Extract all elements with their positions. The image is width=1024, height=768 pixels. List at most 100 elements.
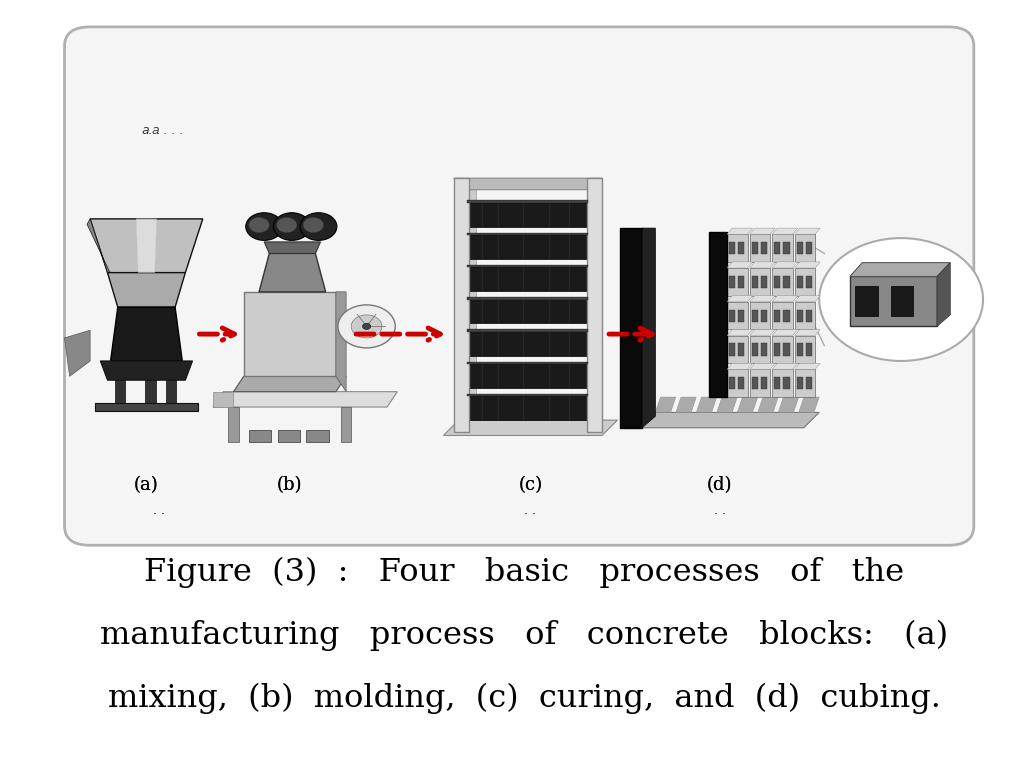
Polygon shape bbox=[454, 178, 602, 190]
Polygon shape bbox=[727, 296, 753, 302]
Polygon shape bbox=[87, 219, 114, 280]
Bar bbox=[806, 276, 812, 288]
Bar bbox=[341, 407, 351, 442]
Circle shape bbox=[246, 213, 283, 240]
Bar bbox=[795, 268, 815, 296]
Bar bbox=[467, 265, 588, 291]
Circle shape bbox=[303, 217, 324, 233]
Bar bbox=[806, 343, 812, 356]
Polygon shape bbox=[65, 330, 90, 376]
Text: mixing,  (b)  molding,  (c)  curing,  and  (d)  cubing.: mixing, (b) molding, (c) curing, and (d)… bbox=[108, 683, 941, 713]
Bar bbox=[738, 310, 744, 322]
Polygon shape bbox=[772, 296, 798, 302]
Polygon shape bbox=[264, 242, 321, 253]
Polygon shape bbox=[111, 307, 182, 361]
Bar bbox=[752, 377, 758, 389]
Polygon shape bbox=[850, 263, 950, 276]
Polygon shape bbox=[696, 397, 717, 412]
Text: . .: . . bbox=[153, 505, 165, 517]
Polygon shape bbox=[642, 228, 655, 428]
Polygon shape bbox=[233, 376, 346, 392]
Text: . .: . . bbox=[153, 505, 165, 517]
Bar bbox=[774, 343, 780, 356]
Bar bbox=[850, 276, 937, 326]
Bar bbox=[587, 178, 602, 432]
Polygon shape bbox=[758, 397, 778, 412]
Bar bbox=[750, 369, 770, 397]
Bar bbox=[738, 242, 744, 254]
Bar bbox=[467, 200, 588, 203]
Text: manufacturing   process   of   concrete   blocks:   (a): manufacturing process of concrete blocks… bbox=[100, 620, 948, 650]
Polygon shape bbox=[750, 296, 775, 302]
FancyBboxPatch shape bbox=[65, 27, 974, 545]
Text: . .: . . bbox=[714, 505, 726, 517]
Circle shape bbox=[819, 238, 983, 361]
Bar bbox=[752, 276, 758, 288]
Text: (a): (a) bbox=[134, 476, 159, 495]
Bar bbox=[797, 276, 803, 288]
Bar bbox=[278, 430, 300, 442]
Bar bbox=[795, 234, 815, 262]
Bar bbox=[727, 302, 748, 329]
Bar bbox=[752, 310, 758, 322]
Text: a . . .: a . . . bbox=[152, 124, 183, 137]
Circle shape bbox=[362, 323, 371, 329]
Polygon shape bbox=[799, 397, 819, 412]
Bar bbox=[772, 369, 793, 397]
Text: . .: . . bbox=[524, 505, 537, 517]
Bar bbox=[783, 276, 790, 288]
Polygon shape bbox=[937, 263, 950, 326]
Text: . .: . . bbox=[714, 505, 726, 517]
Bar bbox=[306, 430, 329, 442]
Polygon shape bbox=[108, 273, 185, 307]
Bar bbox=[772, 268, 793, 296]
Polygon shape bbox=[717, 397, 737, 412]
Bar bbox=[774, 377, 780, 389]
Polygon shape bbox=[635, 397, 655, 412]
Bar bbox=[797, 343, 803, 356]
Bar bbox=[738, 276, 744, 288]
Bar bbox=[729, 276, 735, 288]
Text: (d): (d) bbox=[708, 476, 732, 495]
Bar bbox=[761, 242, 767, 254]
Polygon shape bbox=[750, 228, 775, 234]
Polygon shape bbox=[100, 361, 193, 380]
Bar bbox=[750, 336, 770, 363]
Text: (b): (b) bbox=[278, 476, 302, 495]
Bar bbox=[709, 232, 727, 397]
Bar bbox=[729, 343, 735, 356]
Polygon shape bbox=[727, 228, 753, 234]
Text: (c): (c) bbox=[518, 476, 543, 495]
Polygon shape bbox=[259, 253, 326, 292]
Circle shape bbox=[276, 217, 297, 233]
Bar bbox=[795, 369, 815, 397]
Bar bbox=[774, 276, 780, 288]
Bar bbox=[166, 361, 176, 407]
Bar bbox=[806, 242, 812, 254]
Bar bbox=[228, 407, 239, 442]
Polygon shape bbox=[795, 363, 820, 369]
Bar bbox=[806, 377, 812, 389]
Bar bbox=[772, 302, 793, 329]
Text: Figure  (3)  :   Four   basic   processes   of   the: Figure (3) : Four basic processes of the bbox=[144, 557, 904, 588]
Text: (c): (c) bbox=[518, 476, 543, 495]
Bar bbox=[797, 377, 803, 389]
Bar bbox=[727, 369, 748, 397]
Polygon shape bbox=[336, 292, 346, 392]
Bar bbox=[797, 242, 803, 254]
Bar bbox=[467, 200, 588, 227]
Bar bbox=[467, 362, 588, 388]
Polygon shape bbox=[750, 363, 775, 369]
Bar bbox=[783, 310, 790, 322]
Bar bbox=[774, 242, 780, 254]
Bar bbox=[795, 336, 815, 363]
Bar bbox=[729, 242, 735, 254]
Polygon shape bbox=[625, 412, 819, 428]
Bar bbox=[729, 377, 735, 389]
Bar bbox=[467, 233, 588, 259]
Bar bbox=[772, 336, 793, 363]
Bar bbox=[454, 178, 469, 432]
Polygon shape bbox=[795, 329, 820, 336]
Text: a...: a... bbox=[141, 124, 162, 137]
Circle shape bbox=[300, 213, 337, 240]
